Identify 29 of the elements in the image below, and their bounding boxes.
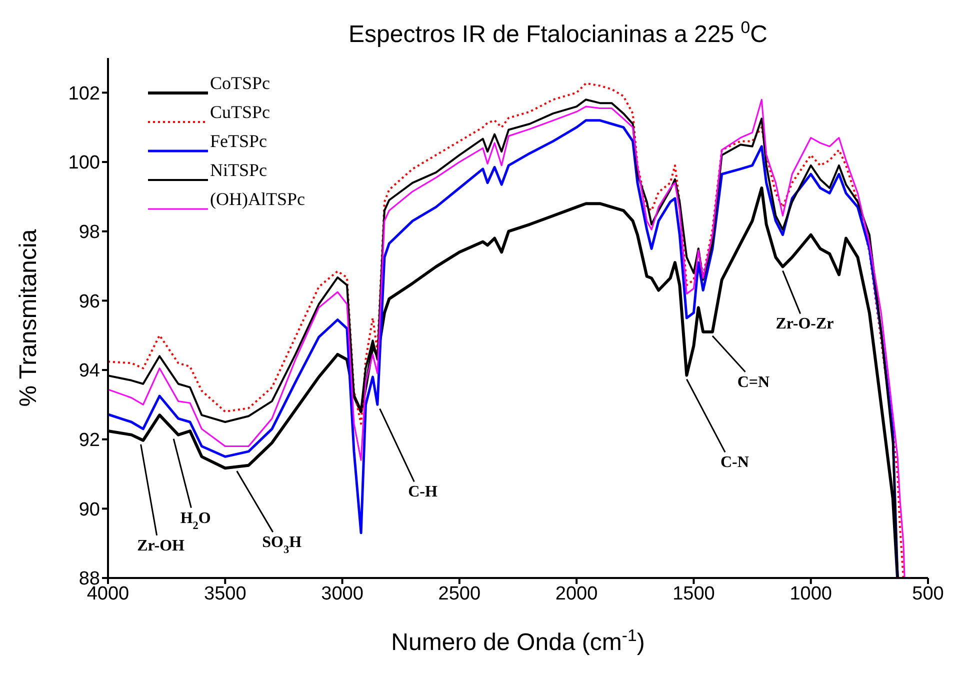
annotation: SO$_{3}$H	[262, 534, 302, 556]
x-tick-label: 1500	[672, 583, 715, 604]
x-axis-title: Numero de Onda (cm$^{-1}$)	[391, 626, 645, 656]
x-tick-label: 500	[912, 583, 944, 604]
legend-label: (OH)AlTSPc	[210, 189, 306, 209]
x-tick-label: 3500	[204, 583, 246, 604]
y-tick-label: 102	[68, 83, 100, 104]
annotation: C=N	[737, 374, 770, 391]
y-tick-label: 90	[78, 499, 100, 520]
y-tick-label: 92	[78, 430, 100, 452]
y-tick-label: 96	[78, 291, 100, 312]
legend-label: CoTSPc	[210, 73, 270, 93]
x-tick-label: 2500	[438, 583, 481, 604]
legend-label: CuTSPc	[210, 102, 270, 122]
y-tick-label: 94	[78, 360, 100, 382]
x-tick-label: 1000	[790, 583, 832, 604]
annotation: C-H	[408, 484, 438, 501]
y-axis-title: % Transmitancia	[15, 228, 42, 407]
legend-label: NiTSPc	[210, 160, 268, 180]
annotation: H$_{2}$O	[180, 510, 211, 532]
x-tick-label: 2000	[555, 583, 598, 604]
chart-title: Espectros IR de Ftalocianinas a 225 $^{0}$C	[348, 18, 768, 48]
x-tick-label: 3000	[321, 583, 364, 604]
annotation: C-N	[720, 454, 750, 472]
annotation: Zr-O-Zr	[776, 316, 834, 333]
y-tick-label: 100	[68, 152, 100, 174]
y-tick-label: 98	[78, 222, 100, 244]
annotation: Zr-OH	[137, 537, 186, 554]
legend-label: FeTSPc	[210, 131, 268, 151]
